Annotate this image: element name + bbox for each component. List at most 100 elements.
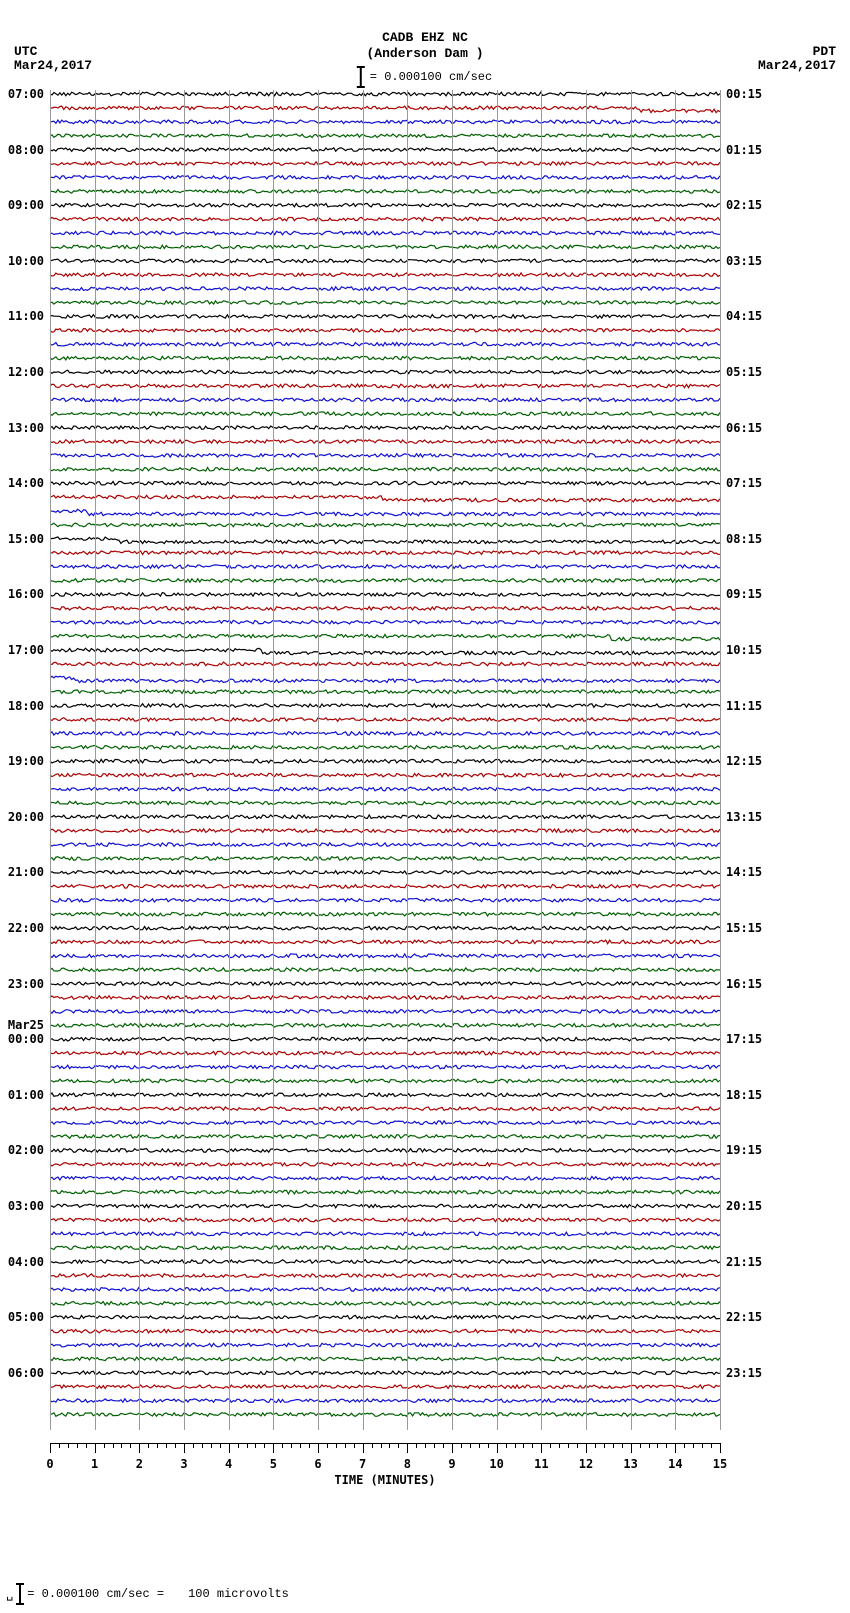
gridline: [273, 90, 274, 1430]
xtick-minor: [657, 1443, 658, 1448]
xtick-minor: [649, 1443, 650, 1448]
x-axis-title: TIME (MINUTES): [334, 1473, 435, 1487]
xtick-minor: [59, 1443, 60, 1448]
gridline: [497, 90, 498, 1430]
seismic-trace: [50, 1260, 720, 1264]
seismic-trace: [50, 440, 720, 444]
gridline: [363, 90, 364, 1430]
xtick-label: 0: [46, 1457, 53, 1471]
seismic-trace: [50, 148, 720, 152]
seismic-trace: [50, 843, 720, 847]
seismic-trace: [50, 773, 720, 777]
xtick-label: 15: [713, 1457, 727, 1471]
right-date: Mar24,2017: [758, 58, 836, 73]
seismic-trace: [50, 287, 720, 291]
seismic-trace: [50, 912, 720, 916]
seismic-trace: [50, 92, 720, 96]
utc-time-label: 22:00: [8, 921, 44, 935]
gridline: [184, 90, 185, 1430]
xtick-minor: [640, 1443, 641, 1448]
seismic-trace: [50, 1218, 720, 1222]
xtick-label: 13: [623, 1457, 637, 1471]
seismic-trace: [50, 801, 720, 805]
xtick-major: [139, 1443, 140, 1453]
utc-time-label: 16:00: [8, 587, 44, 601]
seismic-trace: [50, 1024, 720, 1028]
utc-time-label: 15:00: [8, 532, 44, 546]
pdt-time-label: 19:15: [726, 1143, 762, 1157]
pdt-time-label: 04:15: [726, 309, 762, 323]
xtick-major: [675, 1443, 676, 1453]
xtick-minor: [113, 1443, 114, 1448]
utc-time-label: 00:00: [8, 1032, 44, 1046]
pdt-time-label: 12:15: [726, 754, 762, 768]
seismic-trace: [50, 634, 720, 641]
seismic-trace: [50, 620, 720, 624]
seismic-trace: [50, 815, 720, 819]
xtick-label: 11: [534, 1457, 548, 1471]
xtick-minor: [479, 1443, 480, 1448]
seismic-trace: [50, 759, 720, 763]
seismic-trace: [50, 1176, 720, 1180]
pdt-time-label: 09:15: [726, 587, 762, 601]
utc-time-label: 06:00: [8, 1366, 44, 1380]
xtick-minor: [550, 1443, 551, 1448]
seismic-trace: [50, 1385, 720, 1389]
station-name: (Anderson Dam ): [0, 46, 850, 61]
seismic-trace: [50, 1413, 720, 1417]
seismic-trace: [50, 301, 720, 305]
xtick-minor: [425, 1443, 426, 1448]
seismic-trace: [50, 1149, 720, 1153]
seismic-trace: [50, 871, 720, 875]
pdt-time-label: 15:15: [726, 921, 762, 935]
xtick-minor: [148, 1443, 149, 1448]
pdt-time-label: 22:15: [726, 1310, 762, 1324]
right-timezone: PDT: [813, 44, 836, 59]
xtick-minor: [568, 1443, 569, 1448]
xtick-minor: [238, 1443, 239, 1448]
pdt-time-label: 13:15: [726, 810, 762, 824]
utc-time-label: 03:00: [8, 1199, 44, 1213]
seismic-trace: [50, 1010, 720, 1014]
seismic-trace: [50, 231, 720, 235]
footer-scale: ␣ = 0.000100 cm/sec = 100 microvolts: [6, 1583, 289, 1605]
xtick-minor: [211, 1443, 212, 1448]
seismic-trace: [50, 384, 720, 388]
gridline: [452, 90, 453, 1430]
seismic-trace: [50, 1093, 720, 1097]
seismic-trace: [50, 370, 720, 374]
utc-time-label: 14:00: [8, 476, 44, 490]
xtick-label: 9: [448, 1457, 455, 1471]
seismic-trace: [50, 746, 720, 750]
xtick-minor: [693, 1443, 694, 1448]
seismic-trace: [50, 787, 720, 791]
seismic-trace: [50, 1288, 720, 1292]
seismic-trace: [50, 1246, 720, 1250]
left-timezone: UTC: [14, 44, 37, 59]
seismic-trace: [50, 454, 720, 458]
seismic-trace: [50, 134, 720, 138]
gridline: [720, 90, 721, 1430]
seismic-trace: [50, 662, 720, 666]
scale-text: = 0.000100 cm/sec: [370, 70, 492, 84]
xtick-label: 1: [91, 1457, 98, 1471]
seismic-trace: [50, 1274, 720, 1278]
utc-time-label: 01:00: [8, 1088, 44, 1102]
xtick-major: [363, 1443, 364, 1453]
seismic-trace: [50, 898, 720, 902]
seismic-trace: [50, 315, 720, 319]
seismic-trace: [50, 954, 720, 958]
seismic-trace: [50, 551, 720, 555]
xtick-label: 8: [404, 1457, 411, 1471]
xtick-major: [184, 1443, 185, 1453]
trace-canvas: [50, 90, 720, 1430]
seismic-trace: [50, 273, 720, 277]
xtick-minor: [684, 1443, 685, 1448]
seismic-trace: [50, 565, 720, 569]
seismic-trace: [50, 1371, 720, 1375]
seismic-trace: [50, 468, 720, 472]
gridline: [407, 90, 408, 1430]
gridline: [586, 90, 587, 1430]
xtick-minor: [255, 1443, 256, 1448]
xtick-minor: [202, 1443, 203, 1448]
